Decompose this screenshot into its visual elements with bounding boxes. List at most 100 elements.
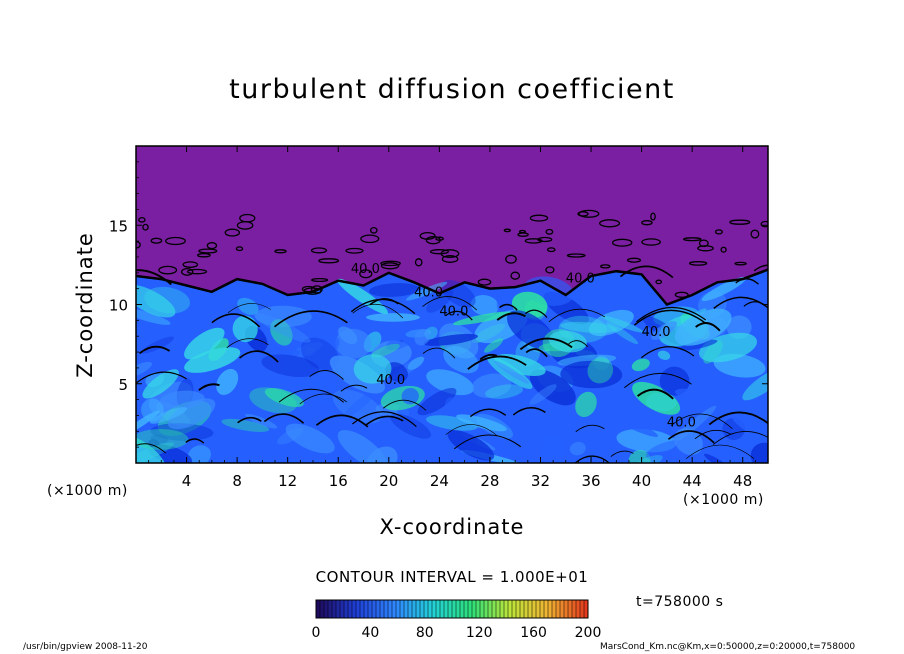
colorbar-cell: [544, 600, 549, 618]
x-axis: 4 8 12 16 20 24 28 32 36 40 44 48: [148, 146, 756, 490]
time-label: t=758000 s: [636, 594, 724, 610]
colorbar-cell: [476, 600, 481, 618]
x-tick-label: 8: [232, 472, 242, 490]
x-tick-label: 16: [329, 472, 348, 490]
colorbar-cell: [568, 600, 573, 618]
colorbar-cell: [516, 600, 521, 618]
colorbar-cell: [332, 600, 337, 618]
contour-label: 40.0: [642, 325, 671, 340]
contour-label: 40.0: [376, 373, 405, 388]
x-tick-label: 44: [683, 472, 702, 490]
colorbar-cell: [388, 600, 393, 618]
x-axis-label: X-coordinate: [379, 515, 525, 539]
colorbar-cell: [464, 600, 469, 618]
colorbar-cell: [548, 600, 553, 618]
colorbar-cell: [424, 600, 429, 618]
contour-labels: 40.0 40.0 40.0 40.0 40.0 40.0 40.0: [351, 262, 696, 431]
colorbar-cell: [496, 600, 501, 618]
colorbar-cell: [328, 600, 333, 618]
colorbar-cell: [404, 600, 409, 618]
colorbar-cell: [484, 600, 489, 618]
y-tick-label: 5: [118, 376, 128, 394]
colorbar-cell: [356, 600, 361, 618]
x-tick-label: 28: [480, 472, 499, 490]
colorbar-cell: [340, 600, 345, 618]
colorbar-tick-label: 40: [361, 625, 379, 641]
colorbar-tick-label: 120: [466, 625, 493, 641]
colorbar-cell: [408, 600, 413, 618]
colorbar-cell: [472, 600, 477, 618]
colorbar-cell: [492, 600, 497, 618]
x-tick-label: 24: [430, 472, 449, 490]
colorbar-cell: [384, 600, 389, 618]
colorbar-cell: [400, 600, 405, 618]
colorbar-cell: [324, 600, 329, 618]
x-tick-label: 36: [581, 472, 600, 490]
colorbar-cell: [360, 600, 365, 618]
colorbar-cell: [420, 600, 425, 618]
colorbar-cell: [512, 600, 517, 618]
footer-right: MarsCond_Km.nc@Km,x=0:50000,z=0:20000,t=…: [600, 642, 856, 652]
plot-area: 40.0 40.0 40.0 40.0 40.0 40.0 40.0: [136, 146, 768, 463]
colorbar-tick-label: 160: [520, 625, 547, 641]
contour-label: 40.0: [414, 286, 443, 301]
colorbar-frame: [315, 599, 589, 619]
colorbar-cell: [556, 600, 561, 618]
colorbar-cell: [504, 600, 509, 618]
colorbar-cell: [580, 600, 585, 618]
colorbar-cell: [468, 600, 473, 618]
colorbar-cell: [560, 600, 565, 618]
colorbar-cell: [380, 600, 385, 618]
boundary-contours: [136, 209, 768, 306]
colorbar-cell: [480, 600, 485, 618]
colorbar-cell: [316, 600, 321, 618]
x-tick-label: 4: [182, 472, 192, 490]
colorbar-cell: [584, 600, 589, 618]
colorbar-cell: [500, 600, 505, 618]
colorbar-cell: [440, 600, 445, 618]
colorbar-cell: [520, 600, 525, 618]
footer-left: /usr/bin/gpview 2008-11-20: [23, 642, 148, 652]
chart-title: turbulent diffusion coefficient: [229, 74, 675, 105]
colorbar-cell: [396, 600, 401, 618]
colorbar-cell: [428, 600, 433, 618]
y-tick-label: 10: [109, 297, 128, 315]
colorbar-cell: [364, 600, 369, 618]
colorbar-cell: [564, 600, 569, 618]
colorbar-cell: [508, 600, 513, 618]
contour-label: 40.0: [566, 271, 595, 286]
colorbar-cell: [416, 600, 421, 618]
colorbar: 0 40 80 120 160 200: [312, 599, 602, 641]
colorbar-cell: [392, 600, 397, 618]
colorbar-cell: [372, 600, 377, 618]
x-tick-label: 12: [278, 472, 297, 490]
colorbar-cell: [336, 600, 341, 618]
colorbar-cell: [320, 600, 325, 618]
eddy-structures: [136, 276, 768, 463]
x-tick-label: 40: [632, 472, 651, 490]
colorbar-cell: [576, 600, 581, 618]
colorbar-tick-label: 200: [575, 625, 602, 641]
x-tick-label: 48: [733, 472, 752, 490]
colorbar-cell: [540, 600, 545, 618]
colorbar-cell: [436, 600, 441, 618]
x-tick-label: 32: [531, 472, 550, 490]
colorbar-cell: [532, 600, 537, 618]
colorbar-tick-label: 80: [416, 625, 434, 641]
colorbar-cell: [528, 600, 533, 618]
colorbar-cell: [452, 600, 457, 618]
colorbar-cell: [432, 600, 437, 618]
colorbar-cell: [344, 600, 349, 618]
colorbar-cell: [456, 600, 461, 618]
colorbar-cell: [412, 600, 417, 618]
colorbar-cell: [376, 600, 381, 618]
contour-label: 40.0: [667, 416, 696, 431]
colorbar-cell: [460, 600, 465, 618]
colorbar-tick-label: 0: [312, 625, 321, 641]
colorbar-cell: [488, 600, 493, 618]
x-unit-label-right: (×1000 m): [683, 492, 764, 508]
colorbar-cell: [448, 600, 453, 618]
colorbar-cell: [552, 600, 557, 618]
colorbar-cell: [524, 600, 529, 618]
colorbar-cell: [348, 600, 353, 618]
